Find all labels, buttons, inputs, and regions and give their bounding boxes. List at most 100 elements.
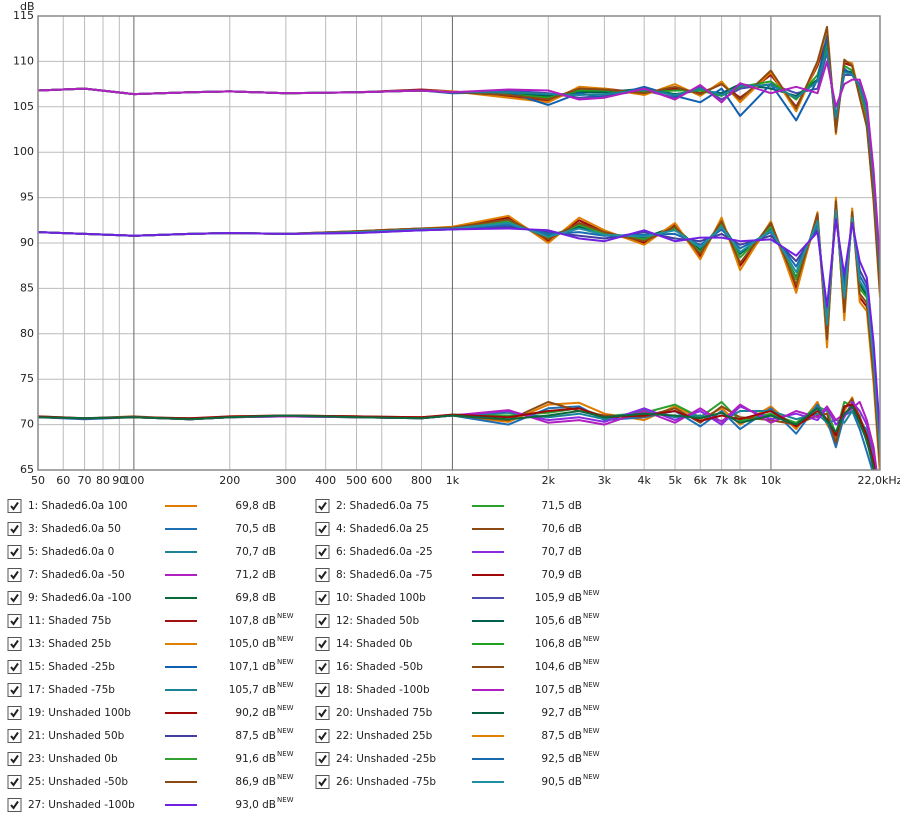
x-tick-label: 22,0kHz bbox=[858, 474, 900, 487]
legend-readout: 105,7 dB bbox=[229, 684, 276, 696]
legend-readout: 70,6 dB bbox=[541, 523, 582, 535]
y-tick-label: 85 bbox=[20, 281, 34, 294]
new-badge: NEW bbox=[583, 635, 600, 643]
checkmark bbox=[10, 639, 19, 649]
y-tick-label: 70 bbox=[20, 418, 34, 431]
x-tick-label: 90 bbox=[112, 474, 126, 487]
legend-label: 21: Unshaded 50b bbox=[28, 730, 125, 742]
legend-readout: 70,7 dB bbox=[235, 546, 276, 558]
new-badge: NEW bbox=[583, 589, 600, 597]
response-curve bbox=[38, 405, 875, 470]
x-tick-label: 80 bbox=[96, 474, 110, 487]
x-tick-label: 2k bbox=[542, 474, 556, 487]
response-curve bbox=[38, 60, 880, 262]
x-tick-label: 10k bbox=[761, 474, 782, 487]
new-badge: NEW bbox=[583, 773, 600, 781]
x-tick-label: 600 bbox=[371, 474, 392, 487]
legend-entry: 9: Shaded6.0a -100 69,8 dB bbox=[7, 591, 276, 605]
checkmark bbox=[10, 685, 19, 695]
checkmark bbox=[10, 800, 19, 810]
legend-entry: 4: Shaded6.0a 25 70,6 dB bbox=[315, 522, 582, 536]
checkmark bbox=[10, 662, 19, 672]
new-badge: NEW bbox=[277, 773, 294, 781]
x-tick-label: 100 bbox=[123, 474, 144, 487]
x-tick-label: 6k bbox=[694, 474, 708, 487]
checkmark bbox=[10, 616, 19, 626]
checkmark bbox=[10, 501, 19, 511]
checkmark bbox=[318, 662, 327, 672]
legend-label: 8: Shaded6.0a -75 bbox=[336, 569, 433, 581]
legend-entry: 2: Shaded6.0a 75 71,5 dB bbox=[315, 499, 582, 513]
x-tick-label: 400 bbox=[315, 474, 336, 487]
legend-readout: 107,8 dB bbox=[229, 615, 276, 627]
legend-label: 11: Shaded 75b bbox=[28, 615, 111, 627]
legend-label: 20: Unshaded 75b bbox=[336, 707, 433, 719]
legend-entry: 20: Unshaded 75b 92,7 dB NEW bbox=[315, 704, 600, 720]
legend-label: 23: Unshaded 0b bbox=[28, 753, 118, 765]
legend-label: 5: Shaded6.0a 0 bbox=[28, 546, 114, 558]
legend-entry: 26: Unshaded -75b 90,5 dB NEW bbox=[315, 773, 600, 789]
x-tick-label: 300 bbox=[275, 474, 296, 487]
legend-entry: 19: Unshaded 100b 90,2 dB NEW bbox=[7, 704, 294, 720]
new-badge: NEW bbox=[277, 796, 294, 804]
legend-readout: 69,8 dB bbox=[235, 592, 276, 604]
legend-readout: 69,8 dB bbox=[235, 500, 276, 512]
checkmark bbox=[318, 731, 327, 741]
checkmark bbox=[10, 524, 19, 534]
x-tick-label: 8k bbox=[733, 474, 747, 487]
y-tick-label: 65 bbox=[20, 463, 34, 476]
legend-label: 2: Shaded6.0a 75 bbox=[336, 500, 429, 512]
legend-entry: 1: Shaded6.0a 100 69,8 dB bbox=[7, 499, 276, 513]
x-tick-label: 4k bbox=[637, 474, 651, 487]
legend-readout: 107,5 dB bbox=[535, 684, 582, 696]
legend-entry: 24: Unshaded -25b 92,5 dB NEW bbox=[315, 750, 600, 766]
legend-label: 25: Unshaded -50b bbox=[28, 776, 128, 788]
legend-entry: 6: Shaded6.0a -25 70,7 dB bbox=[315, 545, 582, 559]
plot-frame bbox=[37, 15, 881, 471]
legend-label: 15: Shaded -25b bbox=[28, 661, 115, 673]
legend-readout: 71,5 dB bbox=[541, 500, 582, 512]
checkmark bbox=[318, 708, 327, 718]
legend-label: 1: Shaded6.0a 100 bbox=[28, 500, 128, 512]
new-badge: NEW bbox=[583, 750, 600, 758]
new-badge: NEW bbox=[277, 750, 294, 758]
checkmark bbox=[318, 639, 327, 649]
legend-label: 10: Shaded 100b bbox=[336, 592, 426, 604]
x-tick-label: 70 bbox=[78, 474, 92, 487]
new-badge: NEW bbox=[583, 658, 600, 666]
new-badge: NEW bbox=[277, 727, 294, 735]
legend-readout: 87,5 dB bbox=[541, 730, 582, 742]
x-tick-label: 5k bbox=[668, 474, 682, 487]
x-tick-label: 3k bbox=[598, 474, 612, 487]
new-badge: NEW bbox=[583, 681, 600, 689]
legend-label: 27: Unshaded -100b bbox=[28, 799, 135, 811]
legend-label: 24: Unshaded -25b bbox=[336, 753, 436, 765]
y-tick-label: 110 bbox=[13, 54, 34, 67]
legend-label: 22: Unshaded 25b bbox=[336, 730, 433, 742]
x-tick-label: 1k bbox=[446, 474, 460, 487]
checkmark bbox=[318, 501, 327, 511]
legend-entry: 15: Shaded -25b 107,1 dB NEW bbox=[7, 658, 294, 674]
checkmark bbox=[10, 754, 19, 764]
checkmark bbox=[10, 547, 19, 557]
response-curve bbox=[38, 218, 880, 434]
legend-entry: 27: Unshaded -100b 93,0 dB NEW bbox=[7, 796, 294, 812]
y-tick-label: 100 bbox=[13, 145, 34, 158]
legend-label: 18: Shaded -100b bbox=[336, 684, 430, 696]
new-badge: NEW bbox=[277, 704, 294, 712]
legend-entry: 25: Unshaded -50b 86,9 dB NEW bbox=[7, 773, 294, 789]
new-badge: NEW bbox=[583, 704, 600, 712]
checkmark bbox=[318, 593, 327, 603]
y-tick-label: 115 bbox=[13, 9, 34, 22]
x-tick-label: 7k bbox=[715, 474, 729, 487]
y-tick-label: 105 bbox=[13, 100, 34, 113]
x-tick-label: 60 bbox=[56, 474, 70, 487]
x-tick-label: 500 bbox=[346, 474, 367, 487]
legend-label: 14: Shaded 0b bbox=[336, 638, 413, 650]
legend-readout: 70,9 dB bbox=[541, 569, 582, 581]
legend-label: 13: Shaded 25b bbox=[28, 638, 111, 650]
checkmark bbox=[318, 754, 327, 764]
legend-entry: 23: Unshaded 0b 91,6 dB NEW bbox=[7, 750, 294, 766]
checkmark bbox=[318, 547, 327, 557]
